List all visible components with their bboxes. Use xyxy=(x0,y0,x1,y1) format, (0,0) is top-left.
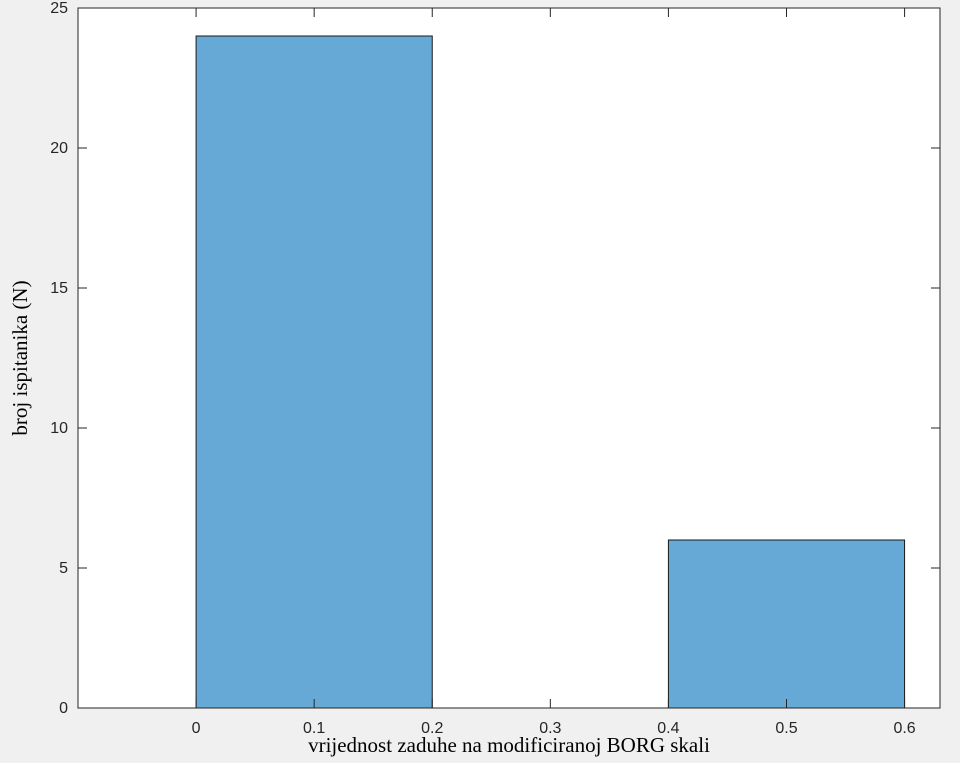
x-tick-label: 0.4 xyxy=(657,720,679,737)
x-axis-ticks: 0 0.1 0.2 0.3 0.4 0.5 0.6 xyxy=(192,8,916,737)
x-tick-label: 0.5 xyxy=(775,720,797,737)
y-tick-label: 0 xyxy=(59,700,68,717)
y-tick-label: 5 xyxy=(59,560,68,577)
x-tick-label: 0.6 xyxy=(893,720,915,737)
y-tick-label: 20 xyxy=(50,140,68,157)
x-tick-label: 0.3 xyxy=(539,720,561,737)
x-axis-title: vrijednost zaduhe na modificiranoj BORG … xyxy=(308,733,710,757)
x-tick-label: 0.1 xyxy=(303,720,325,737)
y-axis-ticks: 0 5 10 15 20 25 xyxy=(50,0,940,717)
y-tick-label: 15 xyxy=(50,280,68,297)
x-tick-label: 0 xyxy=(192,720,201,737)
y-tick-label: 10 xyxy=(50,420,68,437)
histogram-bar-2 xyxy=(667,539,906,709)
bar-group xyxy=(195,35,906,709)
x-tick-label: 0.2 xyxy=(421,720,443,737)
axes-box xyxy=(77,7,941,709)
histogram-bar-0 xyxy=(195,35,433,709)
y-tick-label: 25 xyxy=(50,0,68,17)
y-axis-title: broj ispitanika (N) xyxy=(8,280,32,435)
